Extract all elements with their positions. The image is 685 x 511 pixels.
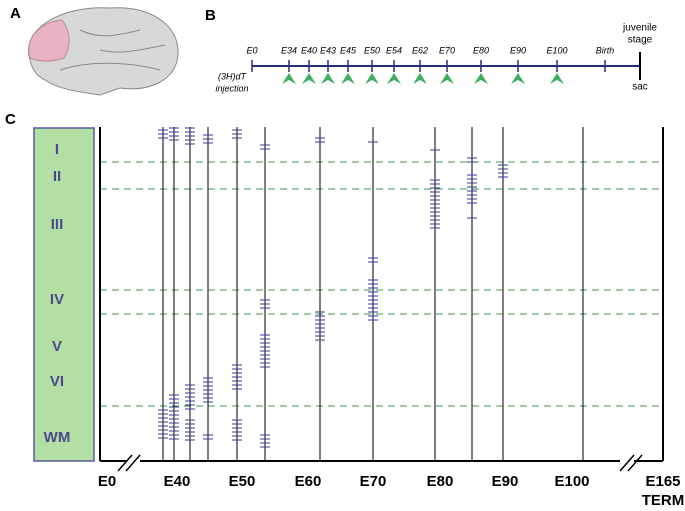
brain-drawing bbox=[28, 7, 179, 96]
timeline-label: E0 bbox=[246, 45, 257, 55]
panel-label: A bbox=[10, 5, 21, 22]
x-label: E60 bbox=[295, 473, 322, 490]
timeline-label: E40 bbox=[301, 45, 317, 55]
injection-arrow bbox=[321, 73, 335, 84]
injection-arrow bbox=[341, 73, 355, 84]
timeline-label: E45 bbox=[340, 45, 357, 55]
x-label: E70 bbox=[360, 473, 387, 490]
injection-arrow bbox=[413, 73, 427, 84]
timeline-label: E34 bbox=[281, 45, 297, 55]
injection-arrow bbox=[282, 73, 296, 84]
end-label: stage bbox=[628, 35, 653, 46]
injection-arrow bbox=[550, 73, 564, 84]
timeline-label: E50 bbox=[364, 45, 380, 55]
injection-arrow bbox=[387, 73, 401, 84]
injection-label: injection bbox=[215, 83, 248, 93]
injection-arrow bbox=[440, 73, 454, 84]
layer-label: VI bbox=[50, 373, 64, 390]
layer-label: IV bbox=[50, 291, 64, 308]
x-label: E40 bbox=[164, 473, 191, 490]
layer-label: WM bbox=[44, 429, 71, 446]
term-label: TERM bbox=[642, 492, 685, 509]
injection-arrow bbox=[302, 73, 316, 84]
x-label: E0 bbox=[98, 473, 116, 490]
sac-label: sac bbox=[632, 82, 648, 93]
injection-label: (3H)dT bbox=[218, 71, 248, 81]
layer-label: II bbox=[53, 168, 61, 185]
end-label: juvenile bbox=[622, 23, 657, 34]
panel-label: C bbox=[5, 111, 16, 128]
x-label: E90 bbox=[492, 473, 519, 490]
timeline-label: E100 bbox=[546, 45, 567, 55]
timeline-label: E43 bbox=[320, 45, 336, 55]
timeline-label: E62 bbox=[412, 45, 428, 55]
panel-label: B bbox=[205, 7, 216, 24]
injection-arrow bbox=[511, 73, 525, 84]
injection-arrow bbox=[365, 73, 379, 84]
x-label: E165 bbox=[645, 473, 680, 490]
layer-label: V bbox=[52, 338, 62, 355]
timeline-label: E70 bbox=[439, 45, 455, 55]
timeline-label: E54 bbox=[386, 45, 402, 55]
timeline-label: Birth bbox=[596, 45, 615, 55]
injection-arrow bbox=[474, 73, 488, 84]
layer-label: III bbox=[51, 216, 64, 233]
timeline-label: E90 bbox=[510, 45, 526, 55]
layer-box bbox=[33, 127, 95, 462]
timeline-label: E80 bbox=[473, 45, 489, 55]
x-label: E50 bbox=[229, 473, 256, 490]
layer-label: I bbox=[55, 141, 59, 158]
x-label: E100 bbox=[554, 473, 589, 490]
axis-break bbox=[117, 454, 643, 472]
x-label: E80 bbox=[427, 473, 454, 490]
